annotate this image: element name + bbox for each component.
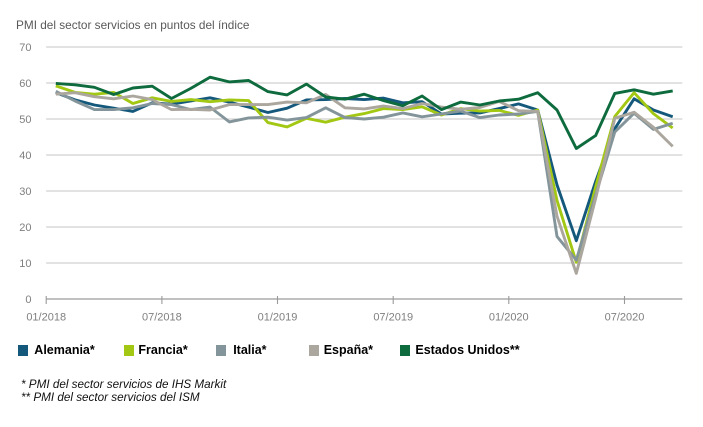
- svg-text:60: 60: [19, 78, 31, 90]
- svg-text:10: 10: [19, 258, 31, 270]
- svg-text:0: 0: [25, 294, 31, 306]
- svg-text:07/2019: 07/2019: [373, 312, 413, 324]
- svg-text:50: 50: [19, 114, 31, 126]
- svg-text:01/2020: 01/2020: [489, 312, 529, 324]
- svg-text:70: 70: [19, 42, 31, 54]
- svg-text:07/2018: 07/2018: [142, 312, 182, 324]
- svg-text:40: 40: [19, 150, 31, 162]
- svg-text:30: 30: [19, 186, 31, 198]
- svg-text:07/2020: 07/2020: [605, 312, 645, 324]
- svg-text:01/2018: 01/2018: [26, 312, 66, 324]
- svg-text:01/2019: 01/2019: [258, 312, 298, 324]
- svg-text:20: 20: [19, 222, 31, 234]
